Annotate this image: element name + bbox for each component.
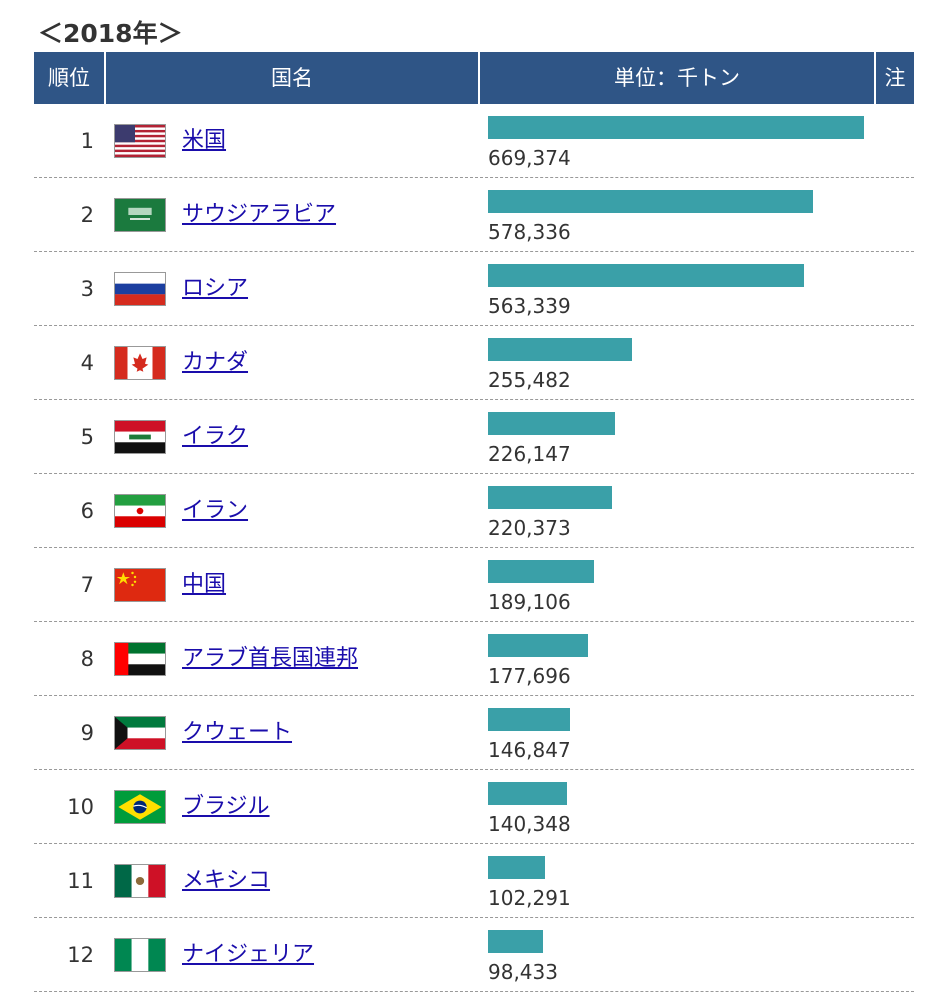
- value-bar: [488, 782, 567, 805]
- table-row: 11 メキシコ 102,291: [34, 844, 914, 918]
- value-label: 578,336: [488, 220, 571, 244]
- rank-number: 11: [67, 869, 94, 893]
- year-title: ＜2018年＞: [38, 19, 183, 48]
- country-link[interactable]: ブラジル: [182, 794, 270, 819]
- rank-number: 1: [80, 129, 94, 153]
- value-label: 177,696: [488, 664, 571, 688]
- value-bar: [488, 708, 570, 731]
- value-bar: [488, 856, 545, 879]
- header-divider: [478, 52, 480, 104]
- table-row: 12 ナイジェリア 98,433: [34, 918, 914, 992]
- rank-number: 7: [80, 573, 94, 597]
- table-row: 3 ロシア 563,339: [34, 252, 914, 326]
- country-link[interactable]: イラン: [182, 498, 249, 523]
- table-row: 5 イラク 226,147: [34, 400, 914, 474]
- value-label: 146,847: [488, 738, 571, 762]
- value-label: 140,348: [488, 812, 571, 836]
- value-label: 102,291: [488, 886, 571, 910]
- iraq-flag-icon: [114, 420, 166, 454]
- value-label: 255,482: [488, 368, 571, 392]
- table-row: 2 サウジアラビア 578,336: [34, 178, 914, 252]
- value-label: 189,106: [488, 590, 571, 614]
- iran-flag-icon: [114, 494, 166, 528]
- value-bar: [488, 634, 588, 657]
- country-link[interactable]: 米国: [182, 128, 227, 153]
- value-label: 226,147: [488, 442, 571, 466]
- rank-number: 6: [80, 499, 94, 523]
- mexico-flag-icon: [114, 864, 166, 898]
- country-link[interactable]: ロシア: [182, 276, 249, 301]
- table-row: 8 アラブ首長国連邦 177,696: [34, 622, 914, 696]
- table-row: 1 米国 669,374: [34, 104, 914, 178]
- header-divider: [104, 52, 106, 104]
- table-row: 6 イラン 220,373: [34, 474, 914, 548]
- russia-flag-icon: [114, 272, 166, 306]
- china-flag-icon: [114, 568, 166, 602]
- rank-number: 3: [80, 277, 94, 301]
- table-row: 7 中国 189,106: [34, 548, 914, 622]
- country-link[interactable]: カナダ: [182, 350, 249, 375]
- value-bar: [488, 190, 813, 213]
- rank-number: 9: [80, 721, 94, 745]
- value-bar: [488, 560, 594, 583]
- rank-number: 5: [80, 425, 94, 449]
- table-header: 順位 国名 単位：千トン 注: [34, 52, 914, 104]
- rank-number: 4: [80, 351, 94, 375]
- saudi-arabia-flag-icon: [114, 198, 166, 232]
- brazil-flag-icon: [114, 790, 166, 824]
- header-note: 注: [884, 66, 906, 90]
- country-link[interactable]: ナイジェリア: [182, 942, 315, 967]
- table-row: 4 カナダ 255,482: [34, 326, 914, 400]
- country-link[interactable]: サウジアラビア: [182, 202, 337, 227]
- header-divider: [874, 52, 876, 104]
- header-country: 国名: [271, 66, 313, 90]
- rank-number: 2: [80, 203, 94, 227]
- country-link[interactable]: クウェート: [182, 720, 293, 745]
- rank-number: 10: [67, 795, 94, 819]
- value-bar: [488, 412, 615, 435]
- country-link[interactable]: イラク: [182, 424, 249, 449]
- header-unit: 単位：千トン: [614, 66, 740, 90]
- table-row: 10 ブラジル 140,348: [34, 770, 914, 844]
- rank-number: 8: [80, 647, 94, 671]
- rank-number: 12: [67, 943, 94, 967]
- value-label: 563,339: [488, 294, 571, 318]
- canada-flag-icon: [114, 346, 166, 380]
- value-label: 220,373: [488, 516, 571, 540]
- value-bar: [488, 486, 612, 509]
- value-label: 98,433: [488, 960, 558, 984]
- nigeria-flag-icon: [114, 938, 166, 972]
- country-link[interactable]: アラブ首長国連邦: [182, 646, 359, 671]
- country-link[interactable]: メキシコ: [182, 868, 271, 893]
- country-link[interactable]: 中国: [182, 572, 227, 597]
- value-bar: [488, 930, 543, 953]
- value-bar: [488, 264, 804, 287]
- uae-flag-icon: [114, 642, 166, 676]
- kuwait-flag-icon: [114, 716, 166, 750]
- header-rank: 順位: [48, 66, 90, 90]
- value-label: 669,374: [488, 146, 571, 170]
- value-bar: [488, 338, 632, 361]
- usa-flag-icon: [114, 124, 166, 158]
- value-bar: [488, 116, 864, 139]
- table-row: 9 クウェート 146,847: [34, 696, 914, 770]
